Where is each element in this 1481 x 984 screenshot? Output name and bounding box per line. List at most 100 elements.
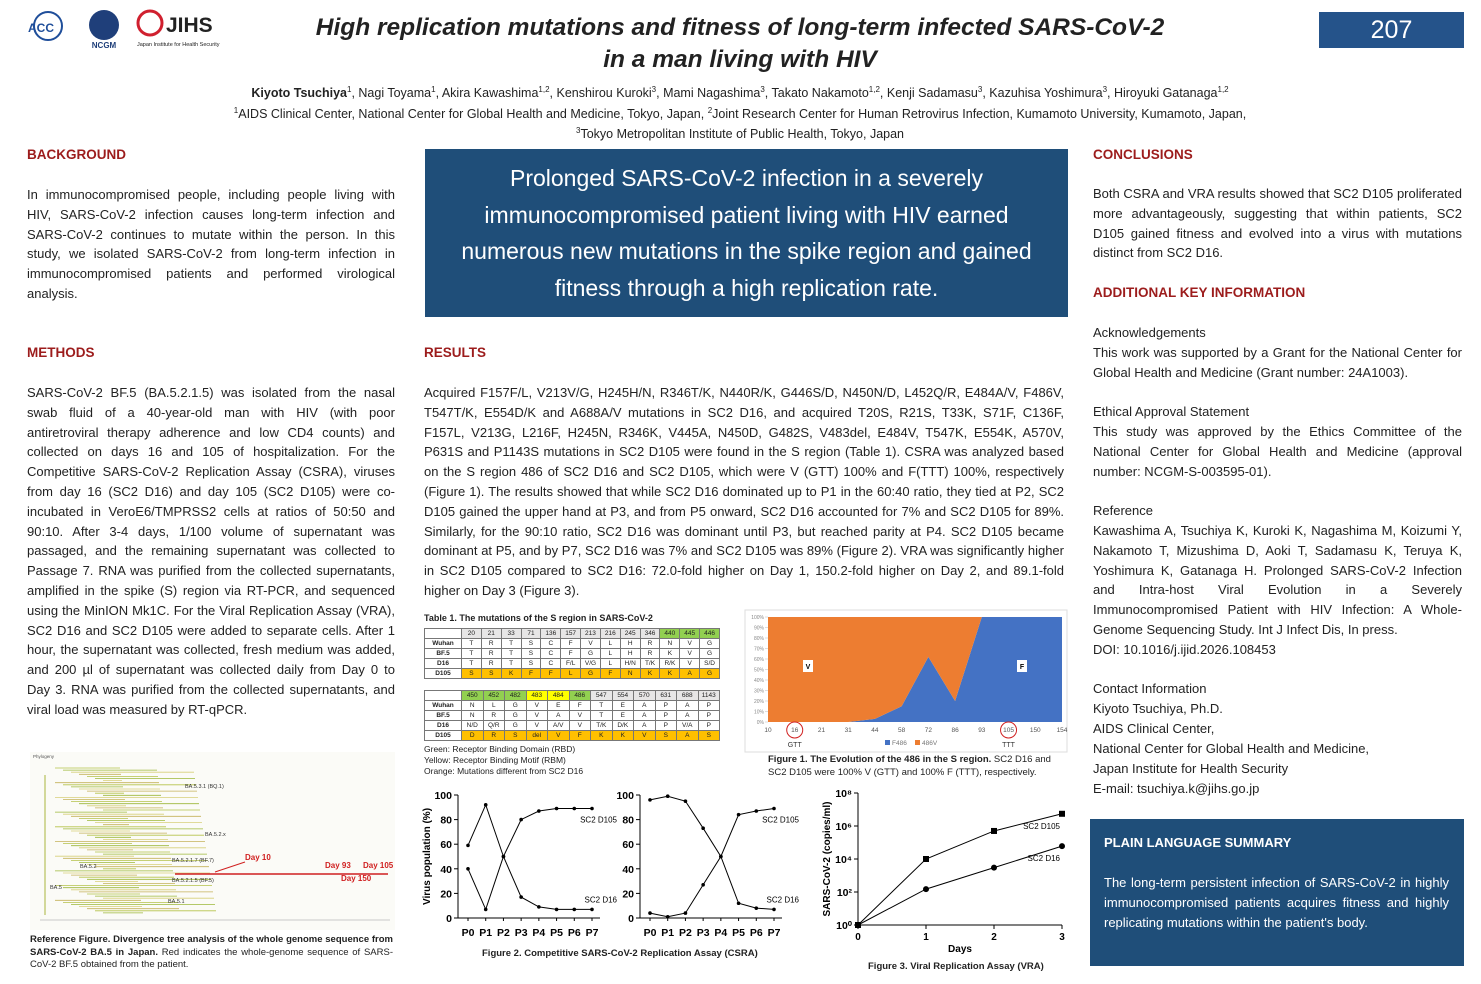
series-line xyxy=(649,808,775,918)
paragraph: Both CSRA and VRA results showed that SC… xyxy=(1093,186,1462,261)
table-row: D16 T R T S C F/L V/G L H/N T/K R/K V S/D xyxy=(424,658,720,669)
table-cell: F xyxy=(540,668,562,679)
table-cell: N xyxy=(619,668,641,679)
table-cell: V xyxy=(679,648,701,659)
legend-swatch xyxy=(885,740,890,745)
paragraph: Kawashima A, Tsuchiya K, Kuroki K, Nagas… xyxy=(1093,523,1462,637)
row-header: D16 xyxy=(424,720,462,731)
table-cell: K xyxy=(500,668,522,679)
x-tick-label: P6 xyxy=(750,927,763,939)
series-label: SC2 D105 xyxy=(1023,822,1060,831)
logo-text: ACC xyxy=(28,21,54,35)
column-header: 245 xyxy=(619,628,641,639)
table-cell: R xyxy=(480,658,502,669)
author-affiliation: 3 xyxy=(1102,85,1108,94)
table-cell: C xyxy=(540,648,562,659)
table-row: BF.5 N R G V A V T E A P A P xyxy=(424,710,720,721)
table-cell: K xyxy=(659,648,681,659)
tree-label: BA.5.2.1.7 (BF.7) xyxy=(172,858,214,864)
table-corner xyxy=(424,628,462,639)
table-cell: R xyxy=(639,648,661,659)
x-tick-label: P3 xyxy=(697,927,710,939)
author-name: , Hiroyuki Gatanaga xyxy=(1107,86,1218,101)
table-cell: H xyxy=(619,648,641,659)
subheading: Contact Information xyxy=(1093,681,1207,696)
table-cell: L xyxy=(482,700,505,711)
table-cell: E xyxy=(611,710,634,721)
series-label: SC2 D16 xyxy=(767,895,800,904)
point xyxy=(519,817,523,822)
subheading: Acknowledgements xyxy=(1093,325,1206,340)
column-header: 71 xyxy=(520,628,542,639)
row-header: Wuhan xyxy=(424,700,462,711)
x-tick-label: P4 xyxy=(714,927,727,939)
affiliation-mark: 2 xyxy=(707,106,713,115)
row-header: BF.5 xyxy=(424,648,462,659)
table-cell: S xyxy=(697,730,720,741)
poster-number: 207 xyxy=(1319,12,1464,48)
y-tick-label: 70% xyxy=(754,647,765,653)
x-tick-label: P0 xyxy=(644,927,657,939)
logo-text: JIHS xyxy=(166,14,213,37)
region-box xyxy=(803,660,813,672)
title-line: High replication mutations and fitness o… xyxy=(315,14,1165,41)
table-cell: G xyxy=(580,648,601,659)
table-cell: H/N xyxy=(619,658,641,669)
x-tick-label: P4 xyxy=(532,927,545,939)
table-cell: G xyxy=(504,700,527,711)
table-row: D105 S S K F F L G F N K K A G xyxy=(424,668,720,679)
table-cell: D/K xyxy=(611,720,634,731)
table-cell: T xyxy=(461,648,482,659)
table-cell: A xyxy=(676,700,699,711)
point xyxy=(554,907,559,912)
y-axis-label: SARS-CoV-2 (copies/ml) xyxy=(822,801,833,916)
table-cell: V/G xyxy=(580,658,601,669)
table-cell: V xyxy=(679,638,701,649)
table-cell: P xyxy=(654,710,677,721)
row-header: BF.5 xyxy=(424,710,462,721)
table-cell: S xyxy=(520,658,542,669)
table-cell: K xyxy=(611,730,634,741)
point xyxy=(772,806,776,811)
table-cell: V xyxy=(679,658,701,669)
y-tick-label: 0 xyxy=(446,913,452,925)
table-cell: R xyxy=(639,638,661,649)
table-cell: F xyxy=(568,730,591,741)
table-cell: R xyxy=(480,638,502,649)
table-title: Table 1. The mutations of the S region i… xyxy=(424,613,653,623)
series-line xyxy=(857,813,1063,926)
x-tick-label: 31 xyxy=(845,727,853,734)
column-header: 440 xyxy=(659,628,681,639)
author-affiliation: 3 xyxy=(651,85,657,94)
table-cell: P xyxy=(654,720,677,731)
series-line xyxy=(649,795,775,910)
table-cell: F xyxy=(568,700,591,711)
table-cell: G xyxy=(699,638,720,649)
point xyxy=(1059,810,1065,817)
x-tick-label: 86 xyxy=(951,727,959,734)
authors: Kiyoto Tsuchiya1, Nagi Toyama1, Akira Ka… xyxy=(150,85,1330,100)
column-header: 20 xyxy=(461,628,482,639)
x-tick-label: 16 xyxy=(791,727,799,734)
paragraph: This study was approved by the Ethics Co… xyxy=(1093,424,1462,479)
y-tick-label: 20% xyxy=(754,699,765,705)
table-cell: G xyxy=(504,720,527,731)
contact-line: Japan Institute for Health Security xyxy=(1093,760,1289,776)
column-header: 482 xyxy=(504,690,527,701)
table-cell: V xyxy=(580,638,601,649)
series-label: SC2 D16 xyxy=(1028,854,1061,863)
point xyxy=(683,799,688,803)
y-tick-label: 40 xyxy=(622,864,634,876)
caption-bold: Reference Figure. Divergence tree analys… xyxy=(30,934,393,958)
author-name: , Kenji Sadamasu xyxy=(879,86,978,101)
logo-mark xyxy=(33,11,63,41)
point xyxy=(519,895,523,899)
author-affiliation: 1,2 xyxy=(1217,85,1229,94)
author-name: , Takato Nakamoto xyxy=(764,86,869,101)
table-row: 20 21 33 71 136 157 213 216 245 346 440 445 446 xyxy=(424,628,720,639)
table-cell: F/L xyxy=(560,658,582,669)
table-cell: S xyxy=(520,648,542,659)
table-cell: F xyxy=(560,648,582,659)
x-tick-label: P1 xyxy=(661,927,674,939)
